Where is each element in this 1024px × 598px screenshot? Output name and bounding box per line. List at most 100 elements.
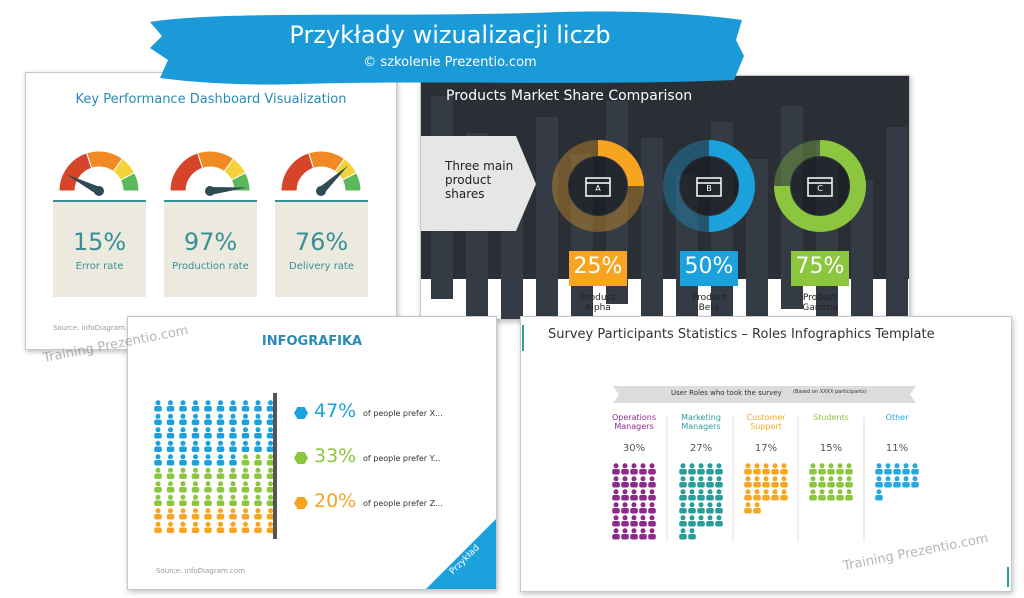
person-body [688, 469, 696, 475]
share-label-box [791, 251, 849, 286]
person-head [903, 463, 909, 469]
person-head [680, 489, 686, 495]
person-icon [639, 502, 647, 514]
person-body [780, 482, 788, 488]
person-icon [818, 489, 826, 501]
person-body [697, 482, 705, 488]
person-head [205, 508, 211, 514]
person-body [254, 473, 262, 479]
person-head [193, 481, 198, 487]
person-body [204, 460, 212, 466]
person-head [180, 481, 186, 487]
person-icon [621, 515, 629, 527]
person-icon [216, 508, 225, 520]
person-head [155, 481, 161, 487]
person-body [241, 446, 250, 452]
person-body [179, 446, 187, 452]
person-body [204, 487, 212, 493]
person-head [781, 463, 787, 469]
person-icon [179, 508, 187, 520]
person-head [810, 476, 816, 482]
person-body [266, 500, 275, 506]
person-body [612, 534, 620, 540]
person-body [621, 495, 629, 501]
kpi-caption: Production rate [172, 261, 249, 272]
person-body [697, 521, 705, 527]
person-body [229, 406, 237, 412]
person-body [179, 433, 187, 439]
person-head [716, 463, 722, 469]
person-body [216, 527, 225, 533]
person-icon [875, 489, 883, 501]
person-icon [753, 463, 761, 475]
person-icon [179, 467, 187, 479]
person-body [875, 469, 883, 475]
person-icon [639, 515, 647, 527]
person-body [216, 446, 225, 452]
person-head [268, 467, 273, 473]
person-body [780, 495, 788, 501]
person-body [216, 487, 225, 493]
person-icon [706, 489, 714, 501]
person-body [229, 446, 237, 452]
person-icon [612, 528, 620, 540]
person-head [781, 476, 787, 482]
person-icon [241, 494, 250, 506]
role-share: 17% [754, 443, 778, 454]
person-head [205, 521, 211, 527]
person-body [771, 482, 779, 488]
person-body [254, 460, 262, 466]
person-icon [191, 508, 200, 520]
gauge-segment [119, 172, 140, 192]
person-icon [715, 476, 723, 488]
person-icon [836, 476, 844, 488]
person-body [254, 433, 262, 439]
person-icon [827, 463, 835, 475]
person-icon [715, 515, 723, 527]
person-head [155, 427, 161, 433]
hexagon [294, 407, 308, 419]
person-icon [809, 489, 817, 501]
person-icon [266, 508, 275, 520]
person-body [241, 514, 250, 520]
person-icon [706, 463, 714, 475]
person-head [230, 413, 236, 419]
person-icon [688, 502, 696, 514]
person-body [254, 500, 262, 506]
person-head [745, 476, 751, 482]
person-icon [191, 467, 200, 479]
person-head [745, 489, 751, 495]
person-icon [639, 489, 647, 501]
person-icon [241, 400, 250, 412]
person-body [639, 534, 647, 540]
person-head [810, 463, 816, 469]
person-body [827, 482, 835, 488]
person-body [179, 419, 187, 425]
person-icon [612, 502, 620, 514]
person-icon [204, 440, 212, 452]
person-body [715, 469, 723, 475]
person-head [168, 413, 173, 419]
person-icon [679, 528, 687, 540]
person-body [241, 406, 250, 412]
person-body [911, 482, 919, 488]
person-icon [216, 481, 225, 493]
person-head [180, 400, 186, 406]
person-icon [241, 481, 250, 493]
slide-graphics [154, 393, 496, 589]
person-head [218, 521, 223, 527]
person-head [649, 463, 655, 469]
person-head [193, 508, 198, 514]
person-head [640, 489, 646, 495]
person-head [716, 476, 722, 482]
person-icon [229, 440, 237, 452]
person-icon [216, 440, 225, 452]
person-body [612, 521, 620, 527]
person-head [819, 489, 825, 495]
person-icon [762, 463, 770, 475]
person-icon [179, 427, 187, 439]
person-head [180, 440, 186, 446]
person-body [266, 487, 275, 493]
person-head [754, 489, 760, 495]
person-head [613, 515, 619, 521]
